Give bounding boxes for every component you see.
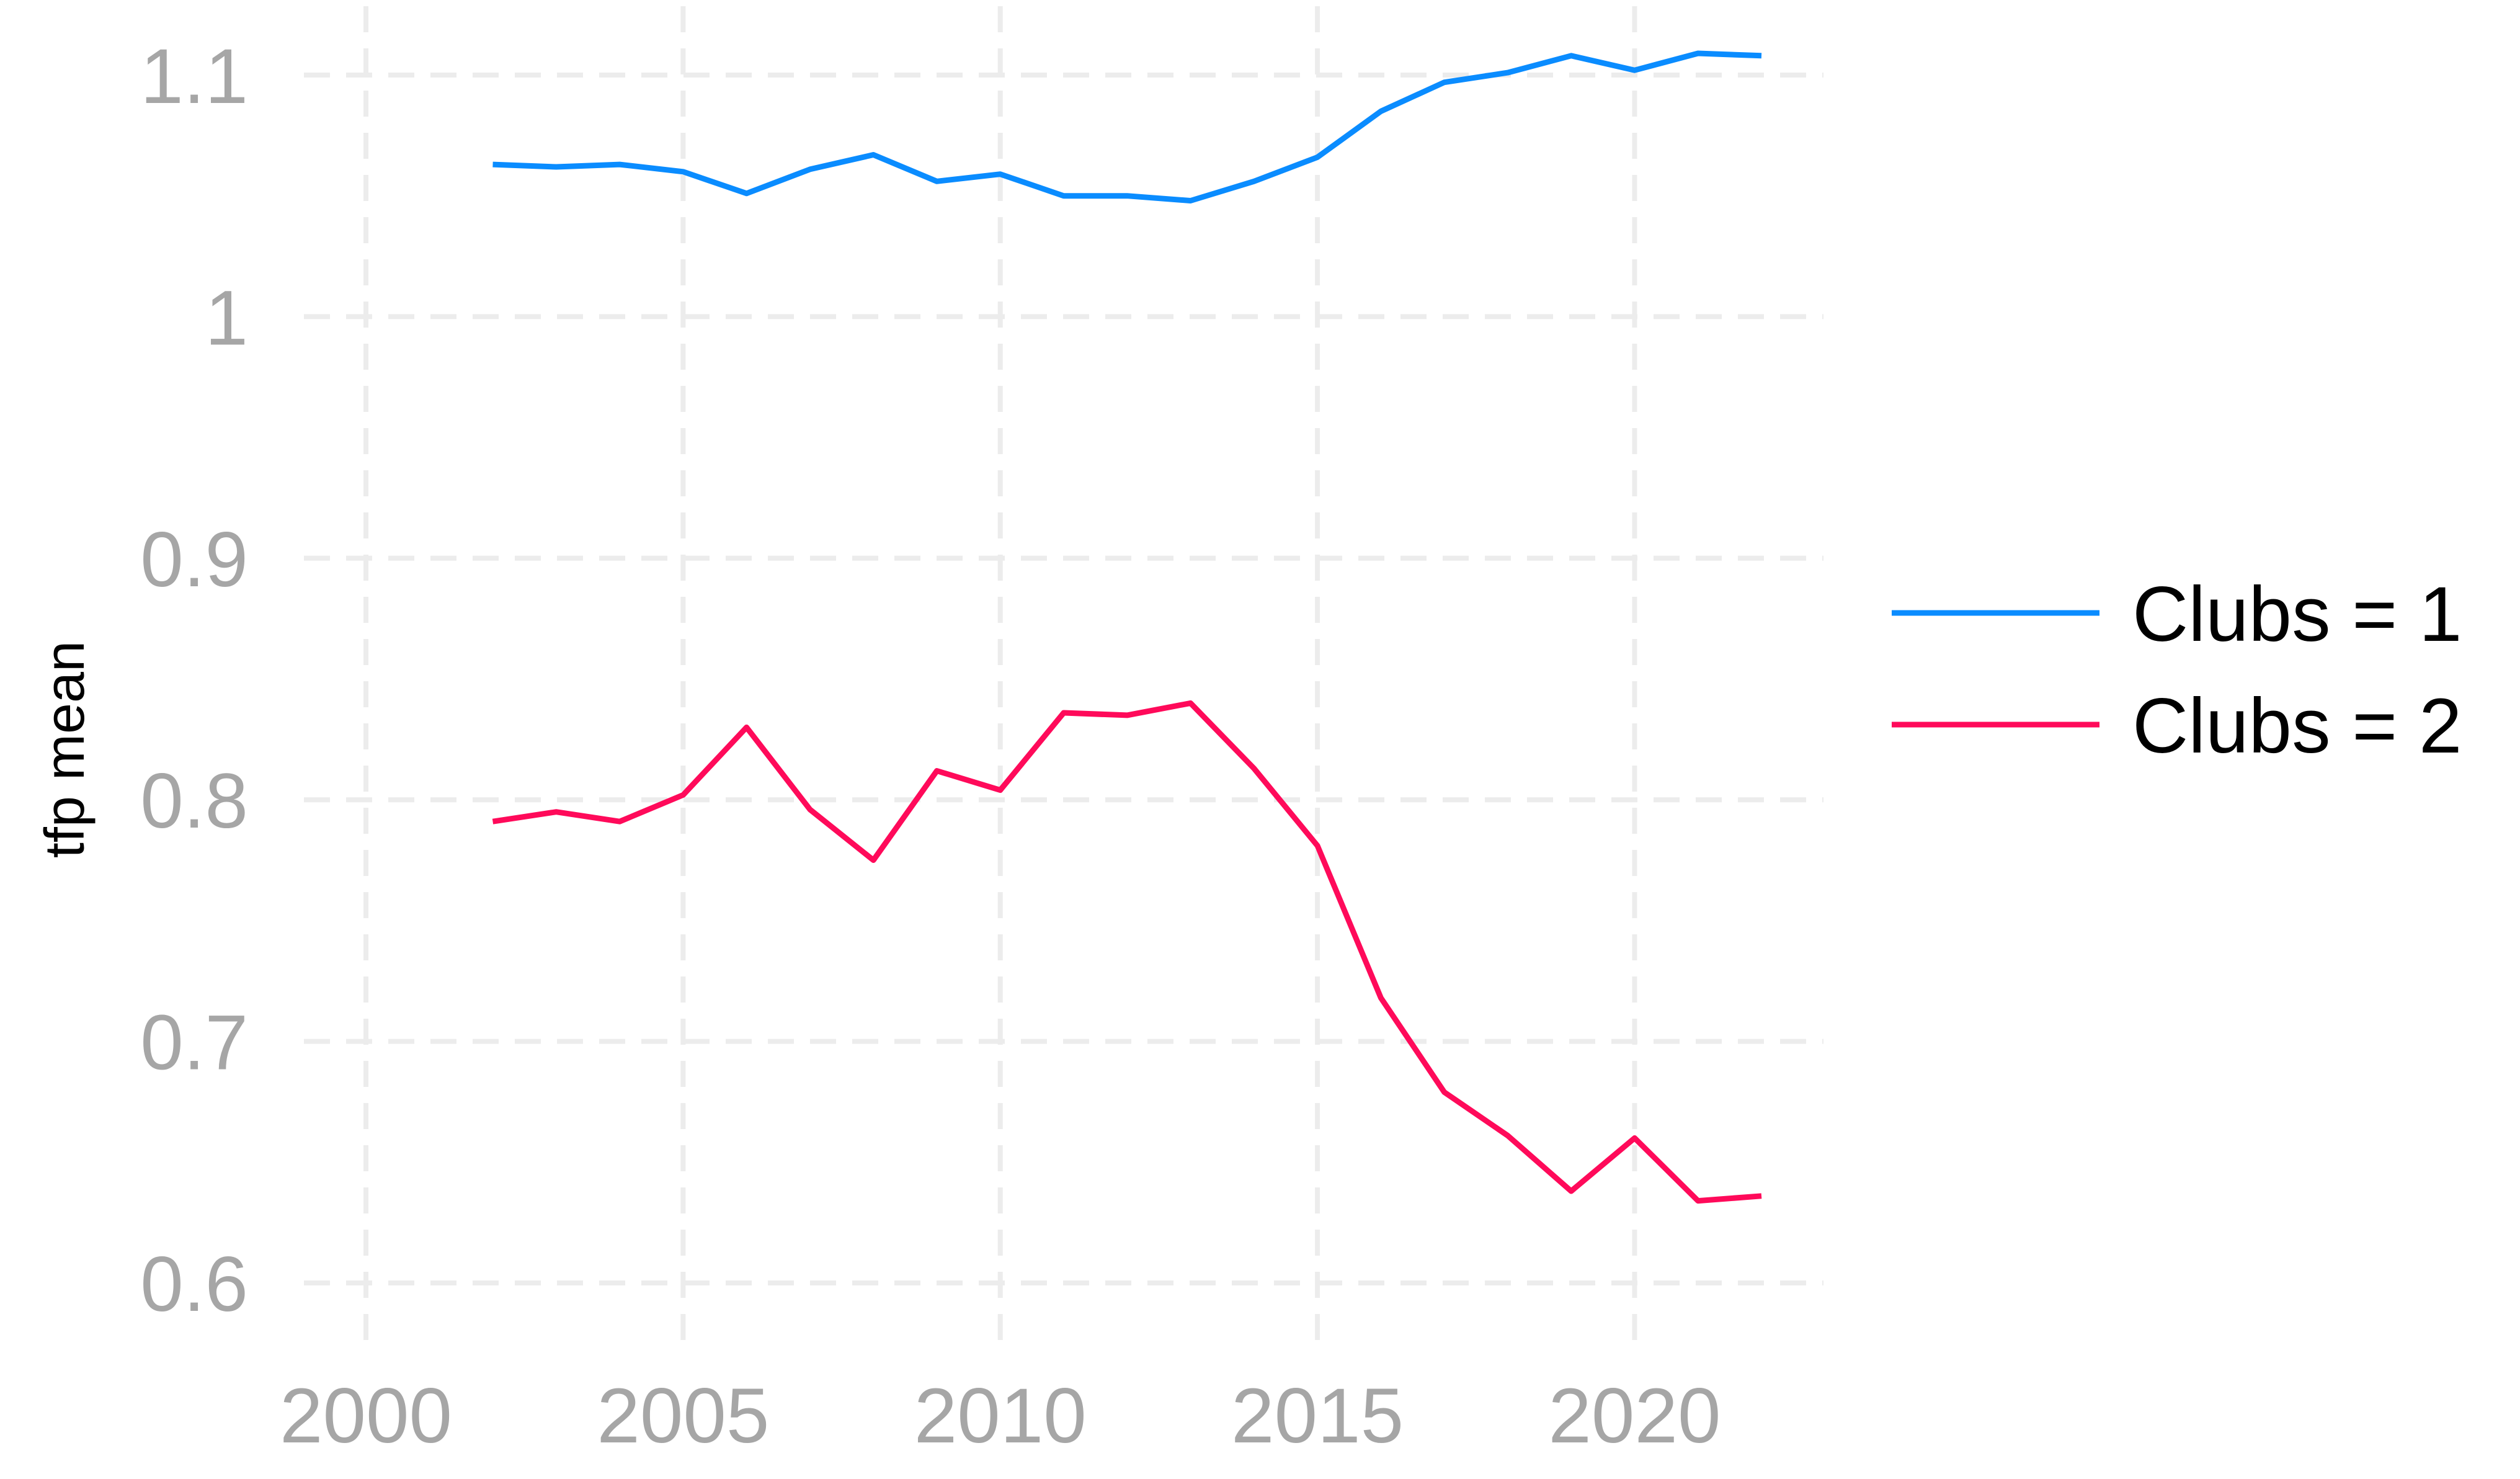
y-tick-label: 0.7 xyxy=(140,1000,248,1086)
y-tick-label: 1.1 xyxy=(140,34,248,120)
x-tick-label: 2000 xyxy=(280,1373,452,1459)
legend: Clubs = 1 Clubs = 2 xyxy=(1892,571,2462,769)
series-line-clubs-2 xyxy=(492,700,1762,1204)
x-tick-label: 2005 xyxy=(597,1373,769,1459)
legend-label: Clubs = 2 xyxy=(2132,683,2462,769)
y-tick-label: 1 xyxy=(205,275,248,361)
y-tick-label: 0.8 xyxy=(140,758,248,844)
x-tick-label: 2015 xyxy=(1231,1373,1404,1459)
legend-item-clubs-1: Clubs = 1 xyxy=(1892,571,2462,658)
legend-item-clubs-2: Clubs = 2 xyxy=(1892,683,2462,769)
series-lines xyxy=(492,50,1762,1204)
gridlines xyxy=(304,6,1823,1340)
y-axis-title: tfp mean xyxy=(34,641,96,858)
y-tick-labels: 0.6 0.7 0.8 0.9 1 1.1 xyxy=(140,34,248,1328)
y-tick-label: 0.9 xyxy=(140,517,248,603)
y-tick-label: 0.6 xyxy=(140,1241,248,1328)
x-tick-labels: 2000 2005 2010 2015 2020 xyxy=(280,1373,1721,1459)
x-tick-label: 2010 xyxy=(914,1373,1087,1459)
series-line-clubs-1 xyxy=(492,50,1762,203)
x-tick-label: 2020 xyxy=(1548,1373,1721,1459)
legend-label: Clubs = 1 xyxy=(2132,571,2462,658)
